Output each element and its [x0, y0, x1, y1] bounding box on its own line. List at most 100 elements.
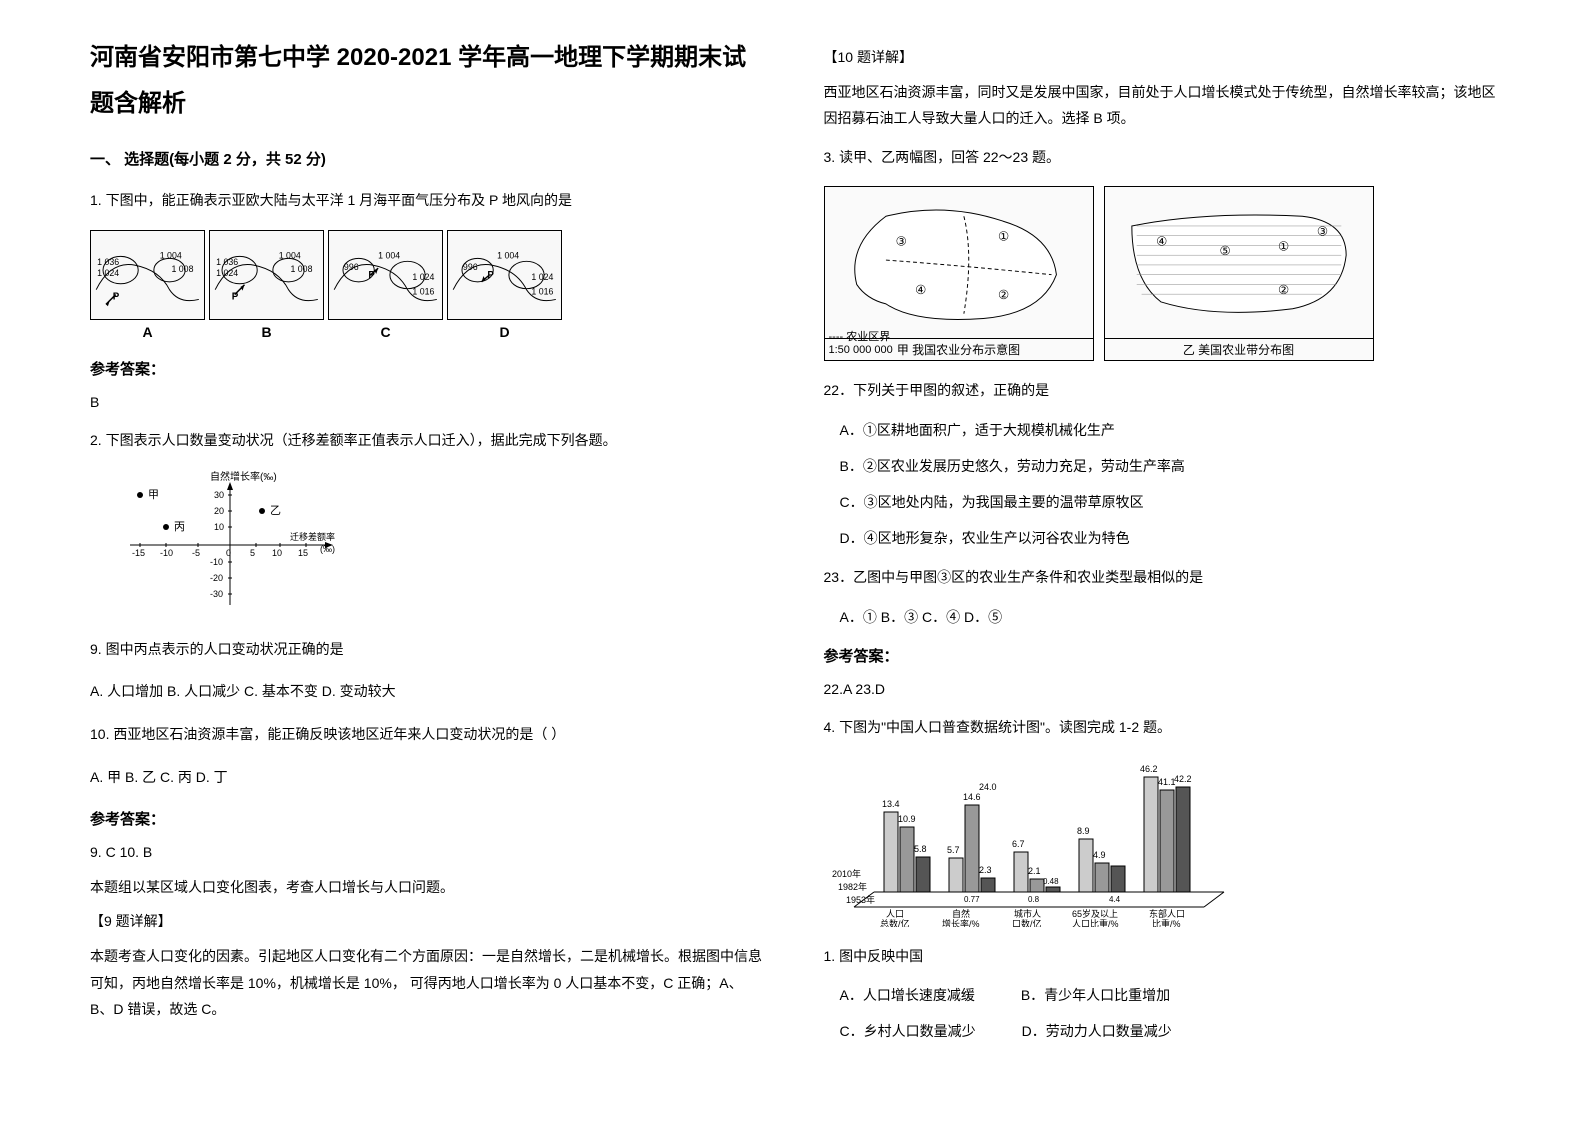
svg-text:1 004: 1 004 — [378, 250, 400, 260]
svg-text:人口比重/%: 人口比重/% — [1072, 918, 1119, 927]
svg-text:⑤: ⑤ — [1219, 245, 1230, 259]
svg-text:1 008: 1 008 — [171, 264, 193, 274]
svg-text:13.4: 13.4 — [882, 799, 900, 809]
svg-text:(‰): (‰) — [320, 544, 335, 554]
group-1: 13.4 10.9 5.8 — [882, 799, 930, 892]
svg-text:-30: -30 — [210, 589, 223, 599]
svg-text:0.8: 0.8 — [1028, 895, 1040, 904]
svg-text:-20: -20 — [210, 573, 223, 583]
svg-text:1 004: 1 004 — [160, 250, 182, 260]
group-4: 8.9 4.9 4.4 — [1077, 826, 1125, 904]
svg-text:丙: 丙 — [174, 521, 185, 533]
svg-text:②: ② — [1277, 284, 1288, 298]
svg-text:6.7: 6.7 — [1012, 839, 1025, 849]
group-2: 5.7 14.6 24.0 2.3 — [947, 782, 997, 892]
q1-map-b-wrap: 1 036 1 024 1 004 1 008 P B — [209, 230, 324, 340]
svg-text:2010年: 2010年 — [832, 868, 861, 879]
q2-stem: 2. 下图表示人口数量变动状况（迁移差额率正值表示人口迁入），据此完成下列各题。 — [90, 427, 764, 454]
svg-text:④: ④ — [1156, 235, 1167, 249]
svg-text:1 024: 1 024 — [412, 271, 434, 281]
doc-title-1: 河南省安阳市第七中学 2020-2021 学年高一地理下学期期末试 — [90, 40, 764, 76]
q1-map-d-wrap: 996 1 004 1 024 1 016 P D — [447, 230, 562, 340]
q3-answer-label: 参考答案： — [824, 645, 1498, 666]
q3-22b: B．②区农业发展历史悠久，劳动力充足，劳动生产率高 — [840, 452, 1498, 480]
q1-map-a: 1 036 1 024 1 004 1 008 P — [90, 230, 205, 320]
svg-text:总数/亿: 总数/亿 — [880, 918, 910, 927]
svg-text:30: 30 — [214, 490, 224, 500]
legend-china: ---- 农业区界 1:50 000 000 — [829, 328, 893, 356]
q4-1d: D．劳动力人口数量减少 — [1022, 1017, 1172, 1045]
svg-text:41.1: 41.1 — [1158, 777, 1176, 787]
q3-22d: D．④区地形复杂，农业生产以河谷农业为特色 — [840, 524, 1498, 552]
legend-line-2: 1:50 000 000 — [829, 344, 893, 356]
svg-text:③: ③ — [895, 235, 906, 249]
svg-text:10.9: 10.9 — [898, 814, 916, 824]
q3-sub22: 22．下列关于甲图的叙述，正确的是 — [824, 377, 1498, 404]
q1-map-c-wrap: 996 1 004 1 024 1 016 P C — [328, 230, 443, 340]
q3-22c: C．③区地处内陆，为我国最主要的温带草原牧区 — [840, 488, 1498, 516]
svg-text:1953年: 1953年 — [846, 894, 875, 905]
q2-sub9-opts: A. 人口增加 B. 人口减少 C. 基本不变 D. 变动较大 — [90, 678, 764, 705]
svg-text:1 024: 1 024 — [97, 268, 119, 278]
x-axis-label: 迁移差额率 — [290, 531, 335, 542]
svg-text:增长率/%: 增长率/% — [942, 918, 980, 927]
q3-22a: A．①区耕地面积广，适于大规模机械化生产 — [840, 416, 1498, 444]
q4-stem: 4. 下图为"中国人口普查数据统计图"。读图完成 1-2 题。 — [824, 714, 1498, 741]
svg-text:1 024: 1 024 — [531, 271, 553, 281]
q2-sub9: 9. 图中丙点表示的人口变动状况正确的是 — [90, 636, 764, 663]
svg-text:2.1: 2.1 — [1028, 866, 1041, 876]
svg-text:2.3: 2.3 — [979, 865, 992, 875]
svg-text:-10: -10 — [160, 548, 173, 558]
svg-text:①: ① — [1277, 240, 1288, 254]
svg-text:10: 10 — [272, 548, 282, 558]
q4-1a: A．人口增长速度减缓 — [840, 981, 975, 1009]
right-column: 【10 题详解】 西亚地区石油资源丰富，同时又是发展中国家，目前处于人口增长模式… — [794, 40, 1528, 1082]
q3-23opts: A．① B．③ C．④ D．⑤ — [840, 603, 1498, 631]
svg-text:人口: 人口 — [886, 909, 904, 919]
q1-answer: B — [90, 389, 764, 416]
q2-answer-label: 参考答案： — [90, 808, 764, 829]
svg-text:10: 10 — [214, 522, 224, 532]
svg-text:20: 20 — [214, 506, 224, 516]
point-jia — [137, 492, 143, 498]
svg-text:①: ① — [997, 230, 1008, 244]
q4-bar-chart: 13.4 10.9 5.8 5.7 14.6 24.0 2.3 6.7 2.1 … — [824, 757, 1244, 927]
doc-title-2: 题含解析 — [90, 86, 764, 122]
svg-text:65岁及以上: 65岁及以上 — [1072, 908, 1118, 919]
y-axis-label: 自然增长率(‰) — [210, 470, 277, 483]
q1-stem: 1. 下图中，能正确表示亚欧大陆与太平洋 1 月海平面气压分布及 P 地风向的是 — [90, 187, 764, 214]
isobar-label: 1 036 — [97, 257, 119, 267]
q1-map-b: 1 036 1 024 1 004 1 008 P — [209, 230, 324, 320]
q3-maps: ① ② ③ ④ ---- 农业区界 1:50 000 000 甲 我国农业分布示… — [824, 186, 1498, 361]
svg-text:1 024: 1 024 — [216, 268, 238, 278]
svg-text:1982年: 1982年 — [838, 881, 867, 892]
svg-text:8.9: 8.9 — [1077, 826, 1090, 836]
q3-map-usa: ① ② ③ ④ ⑤ 乙 美国农业带分布图 — [1104, 186, 1374, 361]
q2-detail9-h: 【9 题详解】 — [90, 908, 764, 935]
svg-text:-5: -5 — [192, 548, 200, 558]
svg-text:4.4: 4.4 — [1109, 895, 1121, 904]
svg-text:比重/%: 比重/% — [1152, 918, 1181, 927]
svg-text:1 016: 1 016 — [412, 286, 434, 296]
svg-text:996: 996 — [463, 262, 478, 272]
svg-text:5: 5 — [250, 548, 255, 558]
q2-sub10: 10. 西亚地区石油资源丰富，能正确反映该地区近年来人口变动状况的是（ ） — [90, 721, 764, 748]
q2-answers: 9. C 10. B — [90, 839, 764, 866]
q4-1b: B．青少年人口比重增加 — [1021, 981, 1170, 1009]
svg-text:0: 0 — [226, 548, 231, 558]
q2-sub10-opts: A. 甲 B. 乙 C. 丙 D. 丁 — [90, 764, 764, 791]
svg-text:996: 996 — [344, 262, 359, 272]
svg-text:1 004: 1 004 — [497, 250, 519, 260]
q1-map-a-wrap: 1 036 1 024 1 004 1 008 P A — [90, 230, 205, 340]
caption-usa: 乙 美国农业带分布图 — [1105, 338, 1373, 360]
q3-sub23: 23．乙图中与甲图③区的农业生产条件和农业类型最相似的是 — [824, 564, 1498, 591]
svg-text:5.8: 5.8 — [914, 844, 927, 854]
svg-text:城市人: 城市人 — [1014, 908, 1041, 919]
svg-text:15: 15 — [298, 548, 308, 558]
svg-text:③: ③ — [1316, 225, 1327, 239]
svg-text:14.6: 14.6 — [963, 792, 981, 802]
q3-map-china: ① ② ③ ④ ---- 农业区界 1:50 000 000 甲 我国农业分布示… — [824, 186, 1094, 361]
q2-detail10-h: 【10 题详解】 — [824, 44, 1498, 71]
q2-detail10: 西亚地区石油资源丰富，同时又是发展中国家，目前处于人口增长模式处于传统型，自然增… — [824, 79, 1498, 132]
section-1-heading: 一、 选择题(每小题 2 分，共 52 分) — [90, 148, 764, 169]
